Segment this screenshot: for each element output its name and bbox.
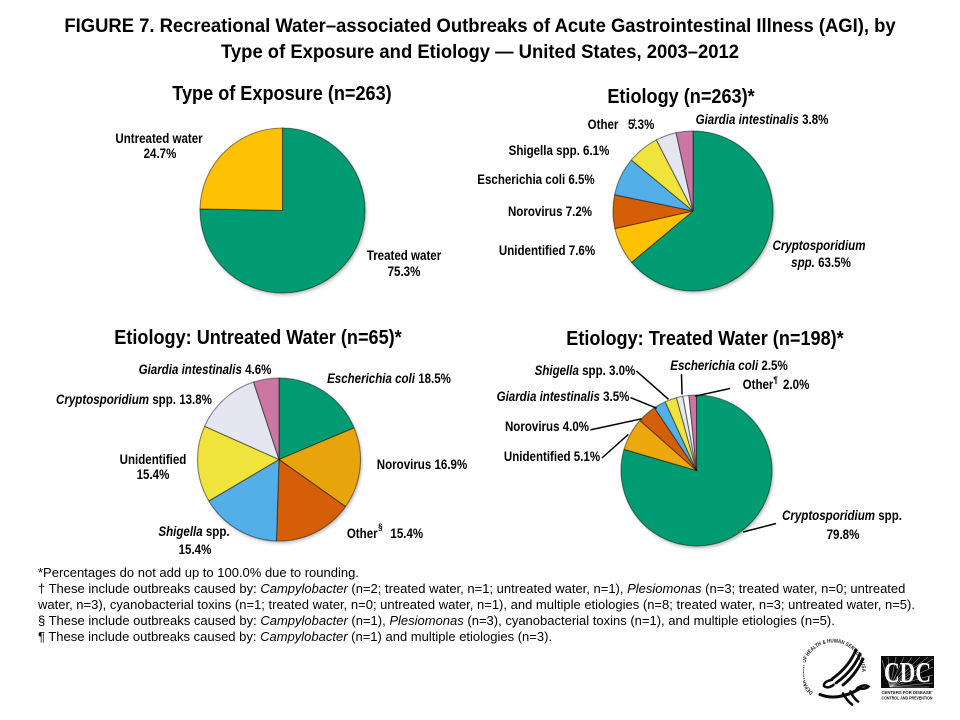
svg-text:DEPARTMENT OF HEALTH & HUMAN S: DEPARTMENT OF HEALTH & HUMAN SERVICES·US… <box>803 638 866 695</box>
svg-text:CONTROL AND PREVENTION: CONTROL AND PREVENTION <box>882 695 933 700</box>
svg-text:CDC: CDC <box>884 657 931 689</box>
svg-text:CENTERS FOR DISEASE′: CENTERS FOR DISEASE′ <box>882 690 933 695</box>
